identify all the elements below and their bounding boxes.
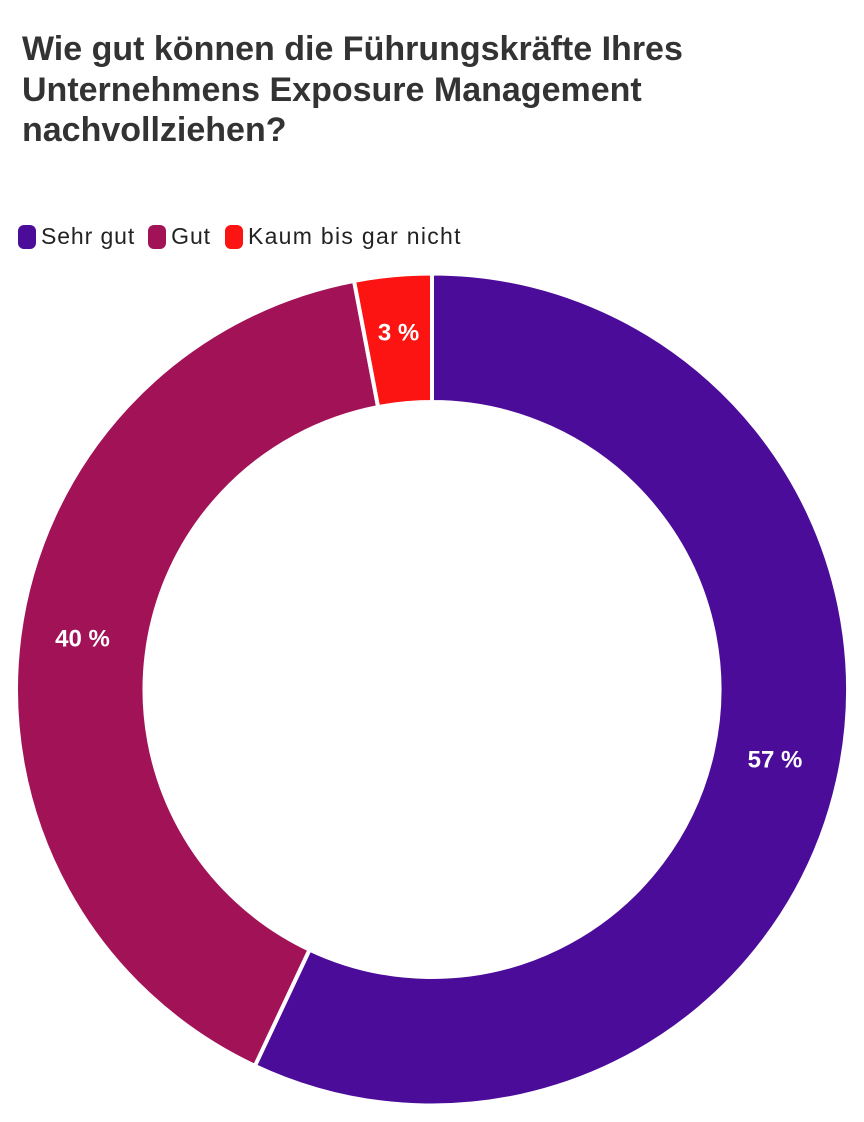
svg-text:3 %: 3 % [378,320,419,347]
svg-text:57 %: 57 % [748,747,803,774]
svg-text:40 %: 40 % [55,626,110,653]
